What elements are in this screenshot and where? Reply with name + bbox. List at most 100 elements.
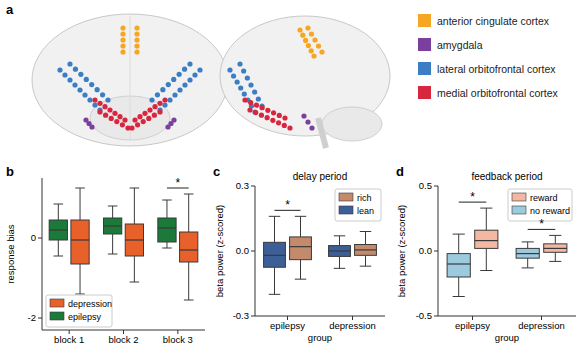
y-tick-label: 0.3 [236, 180, 249, 191]
box [475, 230, 498, 248]
electrode [171, 77, 176, 82]
whisker-high [162, 200, 172, 218]
box [125, 224, 143, 256]
whisker-high [295, 216, 306, 237]
electrode [117, 114, 122, 119]
box [355, 245, 377, 256]
chart-title: delay period [293, 171, 347, 182]
brain-views [32, 14, 390, 148]
electrode [270, 118, 275, 123]
y-tick-label: -0.5 [416, 310, 432, 321]
whisker-high [522, 242, 534, 249]
x-tick-label: block 2 [108, 334, 138, 345]
x-tick-label: block 3 [163, 334, 193, 345]
whisker-low [75, 264, 85, 294]
box [49, 220, 67, 240]
electrode [182, 67, 187, 72]
electrode [177, 87, 182, 92]
box [158, 218, 176, 242]
median [104, 225, 122, 226]
significance-star: * [285, 198, 290, 212]
brain-stem [318, 118, 326, 148]
electrode [72, 82, 77, 87]
whisker-low [54, 240, 64, 256]
median [516, 253, 539, 254]
y-axis-label: beta power (z-scored) [396, 205, 407, 297]
legend-box [508, 189, 572, 221]
box [104, 218, 122, 234]
significance-star: * [470, 190, 475, 204]
whisker-high [130, 188, 140, 224]
chart-title: feedback period [471, 171, 542, 182]
electrode [172, 92, 177, 97]
whisker-low [453, 277, 465, 297]
electrode [252, 89, 257, 94]
electrode [95, 87, 100, 92]
electrode [162, 97, 167, 102]
electrode [319, 49, 324, 54]
electrode [162, 102, 167, 107]
electrode [103, 113, 108, 118]
electrode [237, 61, 242, 66]
electrode [303, 38, 308, 43]
electrode [67, 61, 72, 66]
electrode [92, 102, 97, 107]
electrode [142, 111, 147, 116]
electrode [78, 72, 83, 77]
y-tick [434, 186, 438, 187]
electrode [134, 43, 139, 48]
electrode [57, 67, 62, 72]
electrode [287, 125, 292, 130]
whisker-high [480, 208, 492, 230]
electrode [87, 97, 92, 102]
electrode [89, 82, 94, 87]
y-tick [251, 186, 255, 187]
electrode [84, 77, 89, 82]
electrode [120, 122, 125, 127]
electrode [309, 125, 314, 130]
electrode [301, 113, 306, 118]
electrode [120, 31, 125, 36]
box [290, 237, 312, 260]
electrode [252, 109, 257, 114]
whisker-low [184, 262, 194, 300]
electrode [241, 68, 246, 73]
median [475, 240, 498, 241]
whisker-low [522, 258, 534, 268]
electrode [260, 105, 265, 110]
electrode [309, 31, 314, 36]
electrode [134, 31, 139, 36]
median [355, 249, 377, 250]
whisker-high [334, 236, 345, 246]
whisker-low [480, 248, 492, 270]
electrode [122, 117, 127, 122]
y-tick [434, 251, 438, 252]
median [180, 249, 198, 250]
whisker-high [108, 206, 118, 218]
y-axis-label: beta power (z-scored) [214, 205, 225, 297]
x-tick-label: block 1 [54, 334, 84, 345]
box [264, 242, 286, 267]
legend-label: amygdala [437, 39, 483, 51]
x-tick-label: epilepsy [455, 320, 490, 331]
whisker-high [75, 188, 85, 220]
electrode [157, 109, 162, 114]
electrode [242, 97, 247, 102]
median [329, 250, 351, 251]
legend-label: lateral orbitofrontal cortex [437, 63, 556, 75]
whisker-low [549, 252, 561, 261]
median [264, 255, 286, 256]
electrode [147, 107, 152, 112]
electrode [112, 111, 117, 116]
electrode [271, 110, 276, 115]
y-axis [42, 178, 43, 330]
electrode [259, 113, 264, 118]
y-tick-label: 0.0 [419, 245, 432, 256]
whisker-low [162, 242, 172, 248]
median [447, 263, 470, 264]
whisker-high [360, 232, 371, 245]
electrode [82, 92, 87, 97]
electrode [134, 37, 139, 42]
legend-swatch [512, 206, 526, 214]
electrode [231, 73, 236, 78]
